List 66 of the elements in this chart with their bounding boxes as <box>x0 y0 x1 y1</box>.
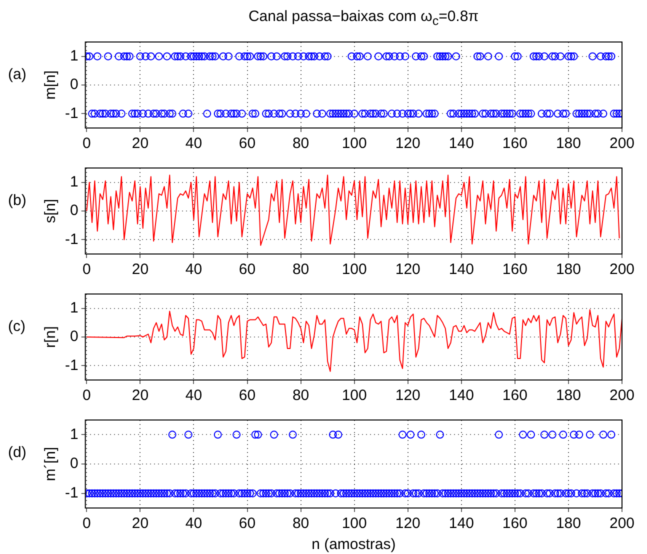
x-tick-label: 80 <box>292 387 310 404</box>
text: (c) <box>8 318 26 335</box>
x-tick-label: 80 <box>292 261 310 278</box>
x-tick-label: 40 <box>185 261 202 278</box>
chart-title: Canal passa−baixas com ω$_{c}$=0.8π <box>247 8 480 30</box>
x-tick-label: 120 <box>395 135 420 152</box>
x-tick-label: 20 <box>132 261 149 278</box>
y-axis-title: m´[n] <box>42 446 60 482</box>
y-tick-label: -1 <box>64 484 78 502</box>
y-tick-label: 0 <box>70 76 78 94</box>
x-tick-label: 160 <box>502 135 528 152</box>
x-tick-label: 100 <box>342 515 367 532</box>
x-tick-label: 180 <box>556 515 581 532</box>
x-tick-label: 100 <box>342 135 367 152</box>
x-tick-label: 80 <box>292 135 310 152</box>
y-axis-title: r[n] <box>42 326 60 348</box>
y-axis-title: s[n] <box>42 198 60 224</box>
x-tick-label: 20 <box>132 387 149 404</box>
x-tick-label: 40 <box>185 515 202 532</box>
x-tick-label: 140 <box>448 387 474 404</box>
x-tick-label: 160 <box>502 515 528 532</box>
x-tick-label: 40 <box>185 135 202 152</box>
x-tick-label: 60 <box>238 515 256 532</box>
x-tick-label: 200 <box>609 387 635 404</box>
x-tick-label: 0 <box>82 515 91 532</box>
y-tick-label: 1 <box>70 173 78 190</box>
x-tick-label: 120 <box>395 387 420 404</box>
x-tick-label: 100 <box>342 261 367 278</box>
x-tick-label: 0 <box>82 387 91 404</box>
x-tick-label: 0 <box>82 261 91 278</box>
x-axis-title: n (amostras) <box>312 536 396 554</box>
x-tick-label: 40 <box>185 387 202 404</box>
y-tick-label: 1 <box>70 426 78 443</box>
x-tick-label: 120 <box>395 515 420 532</box>
text: (a) <box>8 66 26 83</box>
y-tick-label: 0 <box>70 202 78 220</box>
x-tick-label: 180 <box>556 387 581 404</box>
x-tick-label: 200 <box>609 261 635 278</box>
x-tick-label: 200 <box>609 515 635 532</box>
y-tick-label: 1 <box>70 299 78 316</box>
x-tick-label: 140 <box>448 135 474 152</box>
x-tick-label: 160 <box>502 387 528 404</box>
x-tick-label: 60 <box>238 387 256 404</box>
x-tick-label: 80 <box>292 515 310 532</box>
y-tick-label: -1 <box>64 230 78 248</box>
x-tick-label: 120 <box>395 261 420 278</box>
x-tick-label: 100 <box>342 387 367 404</box>
y-tick-label: 0 <box>70 455 78 472</box>
x-tick-label: 60 <box>238 135 256 152</box>
y-tick-label: 1 <box>70 47 78 64</box>
x-tick-label: 160 <box>502 261 528 278</box>
x-tick-label: 20 <box>132 515 149 532</box>
y-tick-label: -1 <box>64 356 78 374</box>
y-tick-label: 0 <box>70 328 78 346</box>
x-tick-label: 0 <box>82 135 91 152</box>
x-tick-label: 180 <box>556 135 581 152</box>
text: (d) <box>8 444 26 461</box>
text: (b) <box>8 192 26 209</box>
y-axis-title: m[n] <box>42 70 60 100</box>
x-tick-label: 200 <box>609 135 635 152</box>
x-tick-label: 140 <box>448 515 474 532</box>
x-tick-label: 180 <box>556 261 581 278</box>
y-tick-label: -1 <box>64 104 78 122</box>
x-tick-label: 20 <box>132 135 149 152</box>
x-tick-label: 140 <box>448 261 474 278</box>
x-tick-label: 60 <box>238 261 256 278</box>
